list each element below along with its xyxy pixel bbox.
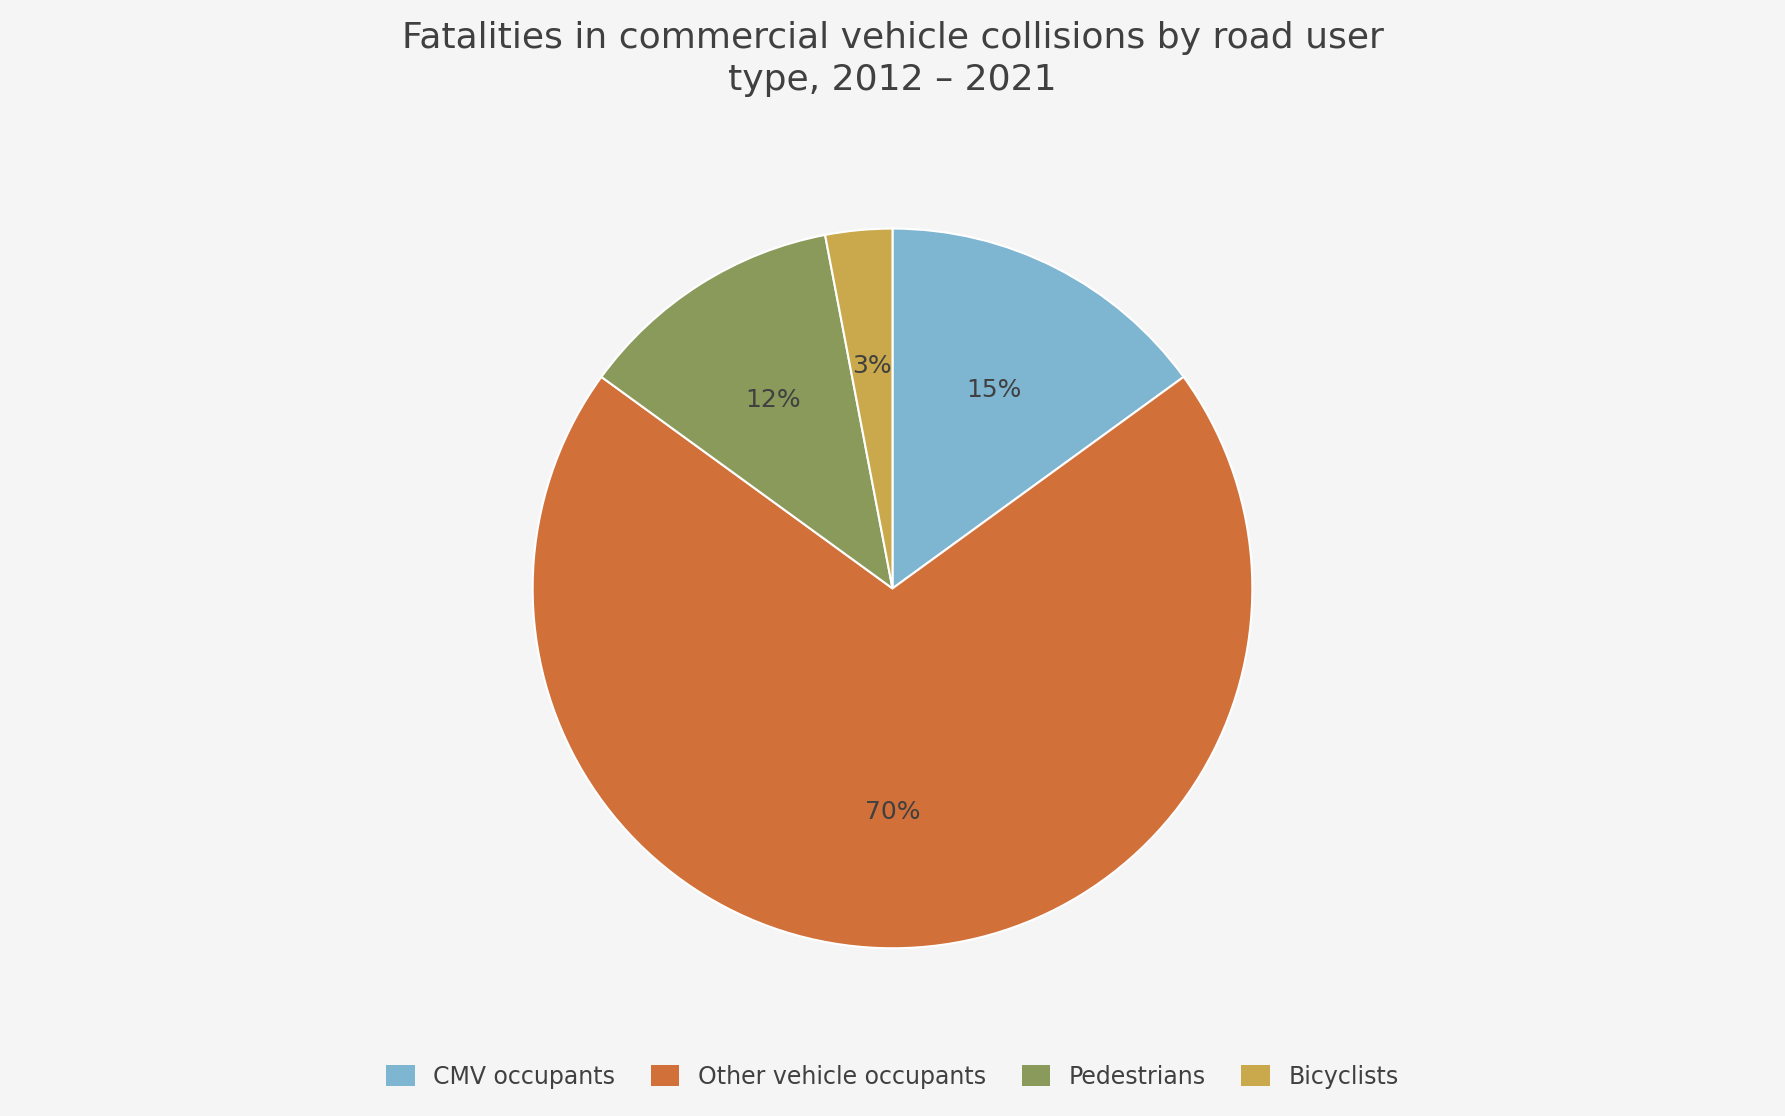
Legend: CMV occupants, Other vehicle occupants, Pedestrians, Bicyclists: CMV occupants, Other vehicle occupants, … (377, 1056, 1408, 1098)
Wedge shape (892, 229, 1183, 588)
Title: Fatalities in commercial vehicle collisions by road user
type, 2012 – 2021: Fatalities in commercial vehicle collisi… (402, 21, 1383, 97)
Text: 3%: 3% (851, 354, 891, 378)
Wedge shape (602, 235, 892, 588)
Wedge shape (532, 377, 1253, 949)
Text: 15%: 15% (966, 377, 1021, 402)
Wedge shape (825, 229, 892, 588)
Text: 12%: 12% (744, 388, 801, 412)
Text: 70%: 70% (864, 799, 921, 824)
